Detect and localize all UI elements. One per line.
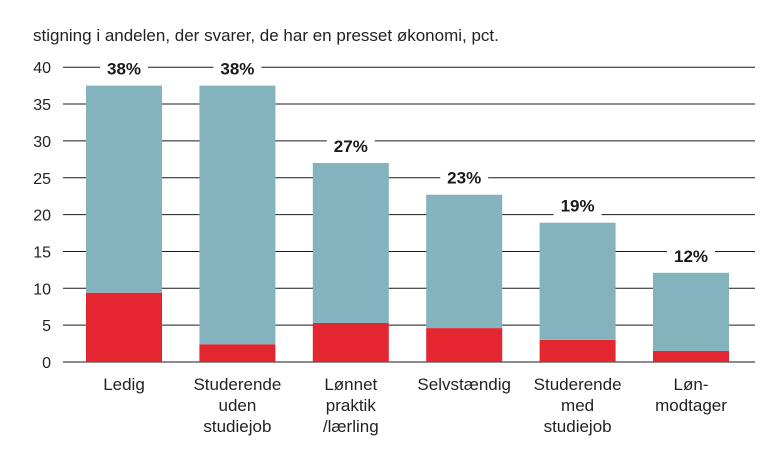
bar-segment-top [653,272,729,351]
category-label-line: Studerende [193,375,281,394]
category-label: Lønnet praktik/lærling [323,375,379,436]
bar-segment-top [539,222,616,340]
category-label-line: Selvstændig [417,375,511,394]
data-label-background [326,137,375,158]
data-label: 23% [447,169,481,188]
y-tick-label: 10 [33,281,51,298]
category-label-line: Ledig [103,375,145,394]
bar-segment-top [199,85,276,345]
bar-segment-bottom [199,344,276,362]
bar-segment-bottom [86,292,162,362]
y-tick-label: 15 [33,244,51,261]
y-tick-label: 35 [33,97,51,114]
category-label-line: Løn- [674,375,709,394]
category-label-line: praktik [326,396,377,415]
category-label: Studerende med studiejob [534,375,622,436]
y-tick-label: 5 [42,318,51,335]
data-label: 38% [220,60,254,79]
category-label-line: modtager [655,396,727,415]
bar-segment-top [426,194,503,329]
data-label: 19% [561,197,595,216]
bar-segment-bottom [653,350,729,362]
category-label-line: studiejob [203,417,271,436]
data-label: 38% [107,60,141,79]
data-label-background [667,246,715,267]
bar-segment-bottom [312,322,389,362]
y-tick-label: 40 [33,60,51,77]
category-label-line: uden [218,396,256,415]
y-tick-label: 25 [33,171,51,188]
data-label: 27% [334,137,368,156]
category-label: Studerende uden studiejob [193,375,281,436]
category-label-line: /lærling [323,417,379,436]
category-label: Selvstændig [417,375,511,394]
category-label-line: Lønnet [324,375,377,394]
category-label: Ledig [103,375,145,394]
bar-segment-bottom [426,328,503,362]
category-label-line: med [561,396,594,415]
data-label-background [100,59,148,80]
data-label-background [553,196,602,217]
data-label-background [213,59,262,80]
category-label: Løn-modtager [655,375,727,415]
data-label-background [440,168,489,189]
data-label: 12% [674,247,708,266]
bar-segment-bottom [539,339,616,362]
y-tick-label: 20 [33,208,51,225]
bar-segment-top [312,163,389,323]
bar-segment-top [86,85,162,293]
category-label-line: Studerende [534,375,622,394]
category-label-line: studiejob [544,417,612,436]
y-tick-label: 30 [33,134,51,151]
y-tick-label: 0 [42,355,51,372]
chart-title: stigning i andelen, der svarer, de har e… [33,26,499,45]
